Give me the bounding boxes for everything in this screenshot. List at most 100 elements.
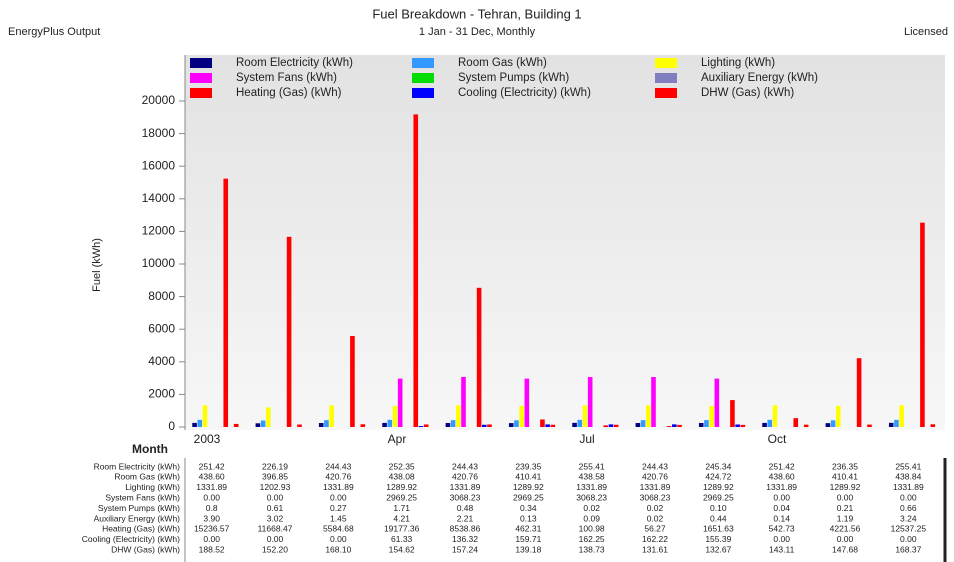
bar <box>635 423 641 427</box>
bar <box>830 420 836 427</box>
table-cell: 438.60 <box>769 472 795 482</box>
table-cell: 162.22 <box>642 534 668 544</box>
bar <box>514 420 519 427</box>
table-cell: 1331.89 <box>323 482 354 492</box>
table-cell: 0.00 <box>203 534 220 544</box>
bar <box>651 376 656 427</box>
legend-swatch <box>190 58 212 68</box>
table-cell: 0.8 <box>206 503 218 513</box>
bar <box>456 405 461 427</box>
bar <box>233 423 239 427</box>
table-cell: 2969.25 <box>703 492 734 502</box>
table-cell: 0.04 <box>773 503 790 513</box>
table-cell: 438.60 <box>199 472 225 482</box>
table-cell: 5584.68 <box>323 524 354 534</box>
table-cell: 1651.63 <box>703 524 734 534</box>
bar <box>613 424 619 427</box>
legend-label: DHW (Gas) (kWh) <box>701 87 794 99</box>
y-tick-label: 18000 <box>142 126 176 140</box>
legend-label: Cooling (Electricity) (kWh) <box>458 87 591 99</box>
table-cell: 255.41 <box>895 461 921 471</box>
table-cell: 438.58 <box>579 472 605 482</box>
bar <box>709 405 714 427</box>
x-tick-label: 2003 <box>194 432 221 446</box>
table-cell: 0.00 <box>267 534 284 544</box>
table-cell: 8538.86 <box>450 524 481 534</box>
table-cell: 0.00 <box>900 492 917 502</box>
table-cell: 0.21 <box>837 503 854 513</box>
table-cell: 0.48 <box>457 503 474 513</box>
table-cell: 245.34 <box>705 461 731 471</box>
bar <box>476 287 482 427</box>
bar <box>856 358 862 427</box>
legend-swatch <box>655 73 677 83</box>
table-cell: 420.76 <box>642 472 668 482</box>
table-row-label: Room Gas (kWh) <box>114 472 180 482</box>
table-cell: 147.68 <box>832 544 858 554</box>
legend-swatch <box>655 58 677 68</box>
table-cell: 15236.57 <box>194 524 230 534</box>
y-tick-label: 10000 <box>142 256 176 270</box>
bar <box>698 423 704 427</box>
table-cell: 0.66 <box>900 503 917 513</box>
bar <box>260 420 266 427</box>
bar <box>677 424 682 427</box>
table-cell: 3068.23 <box>640 492 671 502</box>
bar <box>646 405 651 427</box>
table-cell: 3.02 <box>267 513 284 523</box>
y-axis-label: Fuel (kWh) <box>91 238 103 292</box>
bar <box>603 425 609 427</box>
table-cell: 56.27 <box>644 524 666 534</box>
table-cell: 3068.23 <box>576 492 607 502</box>
bar <box>255 423 261 427</box>
bar <box>445 423 451 427</box>
table-cell: 132.67 <box>705 544 731 554</box>
bar <box>793 418 799 427</box>
table-row-label: Auxiliary Energy (kWh) <box>94 513 181 523</box>
bar <box>524 378 530 427</box>
legend-swatch <box>190 88 212 98</box>
table-cell: 152.20 <box>262 544 288 554</box>
bar <box>382 422 387 427</box>
bar <box>640 420 646 427</box>
table-cell: 138.73 <box>579 544 605 554</box>
bar <box>888 422 894 427</box>
table-cell: 1331.89 <box>640 482 671 492</box>
bar <box>318 423 324 427</box>
table-cell: 410.41 <box>515 472 541 482</box>
bar <box>867 424 872 427</box>
x-axis-label: Month <box>132 442 168 456</box>
table-cell: 3068.23 <box>450 492 481 502</box>
table-cell: 3.24 <box>900 513 917 523</box>
bar <box>587 376 593 427</box>
table-row-label: System Pumps (kWh) <box>98 503 180 513</box>
table-cell: 3.90 <box>203 513 220 523</box>
bar <box>519 405 524 427</box>
table-cell: 0.13 <box>520 513 537 523</box>
table-cell: 438.08 <box>389 472 415 482</box>
table-cell: 159.71 <box>515 534 541 544</box>
table-cell: 2.21 <box>457 513 474 523</box>
table-cell: 0.09 <box>583 513 600 523</box>
table-cell: 136.32 <box>452 534 478 544</box>
table-cell: 1331.89 <box>893 482 924 492</box>
table-cell: 1331.89 <box>576 482 607 492</box>
bar <box>360 424 366 427</box>
table-row-label: Lighting (kWh) <box>125 482 180 492</box>
table-cell: 1289.92 <box>513 482 544 492</box>
bar <box>266 407 271 427</box>
bar <box>582 405 588 427</box>
table-cell: 420.76 <box>325 472 351 482</box>
table-cell: 236.35 <box>832 461 858 471</box>
bar <box>423 424 429 427</box>
table-cell: 1202.93 <box>260 482 291 492</box>
table-cell: 61.33 <box>391 534 413 544</box>
table-cell: 0.00 <box>330 534 347 544</box>
table-cell: 0.02 <box>583 503 600 513</box>
legend-swatch <box>655 88 677 98</box>
y-tick-label: 20000 <box>142 93 176 107</box>
table-cell: 542.73 <box>769 524 795 534</box>
bar <box>487 424 492 427</box>
bar <box>740 424 746 427</box>
table-cell: 162.25 <box>579 534 605 544</box>
